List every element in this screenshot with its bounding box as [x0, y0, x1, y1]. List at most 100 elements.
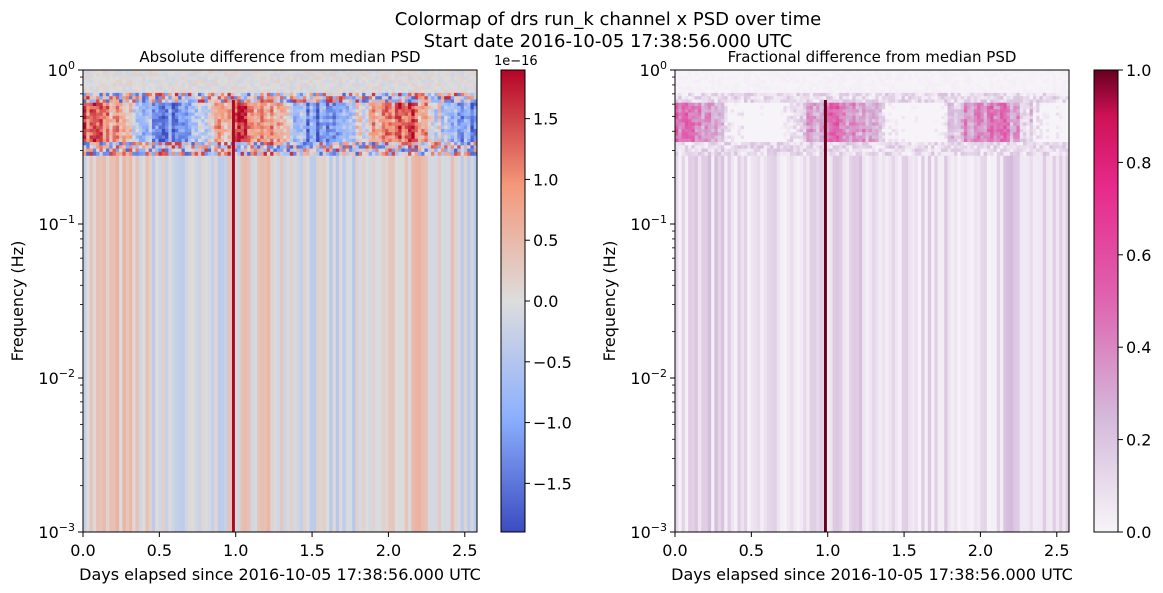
heatmap-cell — [342, 142, 347, 146]
heatmap-cell — [299, 83, 304, 87]
heatmap-cell — [322, 125, 327, 130]
heatmap-cell — [119, 109, 123, 114]
heatmap-cell — [891, 79, 896, 84]
heatmap-cell — [280, 83, 284, 87]
heatmap-cell — [168, 70, 173, 74]
heatmap-cell — [184, 132, 189, 137]
heatmap-cell — [122, 115, 127, 120]
heatmap-cell — [796, 73, 801, 78]
heatmap-cell — [894, 96, 899, 101]
heatmap-cell — [151, 73, 156, 78]
heatmap-cell — [414, 115, 419, 120]
heatmap-cell — [454, 106, 458, 110]
heatmap-cell — [151, 102, 156, 107]
heatmap-cell — [296, 99, 301, 104]
heatmap-cell — [280, 122, 284, 127]
heatmap-cell — [250, 115, 255, 120]
heatmap-cell — [885, 99, 890, 104]
heatmap-cell — [207, 142, 212, 146]
heatmap-cell — [799, 86, 804, 91]
heatmap-cell — [819, 102, 824, 107]
heatmap-cell — [694, 96, 699, 101]
heatmap-cell — [996, 96, 1001, 101]
heatmap-cell — [1059, 102, 1064, 107]
heatmap-cell — [401, 73, 406, 78]
heatmap-cell — [385, 70, 389, 74]
heatmap-cell — [408, 92, 412, 97]
heatmap-cell — [319, 122, 324, 127]
heatmap-cell — [260, 128, 265, 133]
heatmap-cell — [937, 83, 942, 87]
heatmap-cell — [740, 86, 745, 91]
heatmap-cell — [165, 145, 169, 150]
heatmap-cell — [780, 102, 784, 107]
heatmap-cell — [158, 151, 163, 156]
heatmap-cell — [371, 73, 376, 78]
heatmap-cell — [954, 106, 958, 110]
heatmap-cell — [688, 79, 693, 84]
heatmap-column — [675, 155, 679, 532]
heatmap-cell — [470, 86, 475, 91]
heatmap-cell — [967, 92, 972, 97]
heatmap-cell — [358, 115, 363, 120]
heatmap-cell — [757, 99, 761, 104]
heatmap-cell — [352, 83, 357, 87]
heatmap-cell — [931, 89, 935, 94]
heatmap-cell — [675, 109, 679, 114]
heatmap-cell — [204, 145, 209, 150]
heatmap-cell — [119, 73, 123, 78]
heatmap-cell — [404, 115, 409, 120]
heatmap-cell — [404, 102, 409, 107]
heatmap-cell — [684, 92, 689, 97]
heatmap-cell — [362, 92, 366, 97]
heatmap-cell — [128, 151, 133, 156]
heatmap-cell — [444, 96, 449, 101]
heatmap-cell — [983, 109, 988, 114]
heatmap-cell — [165, 135, 169, 140]
heatmap-cell — [115, 138, 120, 143]
heatmap-cell — [257, 138, 261, 143]
heatmap-cell — [381, 79, 386, 84]
heatmap-cell — [138, 122, 143, 127]
heatmap-cell — [135, 132, 140, 137]
heatmap-column — [142, 155, 146, 532]
heatmap-cell — [822, 73, 827, 78]
heatmap-cell — [96, 115, 101, 120]
heatmap-cell — [234, 76, 238, 81]
heatmap-cell — [1062, 89, 1067, 94]
heatmap-cell — [417, 76, 422, 81]
heatmap-cell — [148, 92, 153, 97]
heatmap-cell — [105, 79, 110, 84]
heatmap-cell — [102, 92, 107, 97]
heatmap-cell — [411, 70, 416, 74]
heatmap-cell — [115, 119, 120, 123]
heatmap-cell — [697, 99, 702, 104]
heatmap-cell — [1029, 70, 1034, 74]
heatmap-cell — [257, 73, 261, 78]
heatmap-cell — [378, 76, 383, 81]
heatmap-cell — [730, 86, 735, 91]
heatmap-cell — [858, 73, 863, 78]
heatmap-cell — [440, 151, 445, 156]
heatmap-cell — [273, 79, 278, 84]
heatmap-cell — [348, 89, 353, 94]
heatmap-cell — [276, 151, 281, 156]
heatmap-cell — [151, 99, 156, 104]
heatmap-cell — [355, 70, 360, 74]
heatmap-cell — [234, 119, 238, 123]
heatmap-cell — [165, 89, 169, 94]
heatmap-cell — [691, 102, 696, 107]
heatmap-cell — [714, 102, 719, 107]
heatmap-cell — [1000, 96, 1004, 101]
heatmap-cell — [467, 138, 472, 143]
heatmap-cell — [1042, 102, 1047, 107]
heatmap-column — [904, 155, 909, 532]
heatmap-cell — [924, 99, 929, 104]
heatmap-cell — [306, 106, 311, 110]
heatmap-cell — [325, 79, 330, 84]
heatmap-cell — [789, 106, 794, 110]
heatmap-column — [345, 155, 350, 532]
heatmap-cell — [414, 142, 419, 146]
heatmap-cell — [319, 115, 324, 120]
heatmap-cell — [908, 102, 912, 107]
